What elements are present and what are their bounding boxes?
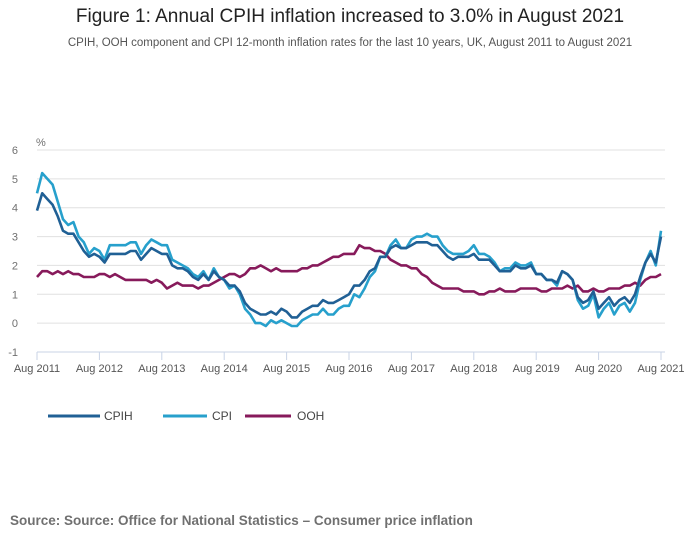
x-tick-label: Aug 2020: [575, 363, 622, 375]
legend-label: OOH: [297, 409, 324, 423]
x-tick-label: Aug 2014: [201, 363, 248, 375]
x-tick-label: Aug 2011: [14, 363, 60, 375]
x-tick-label: Aug 2016: [325, 363, 372, 375]
x-tick-label: Aug 2021: [637, 363, 684, 375]
series-line-cpi: [35, 171, 663, 328]
y-tick-label: 1: [12, 289, 18, 301]
x-tick-label: Aug 2015: [263, 363, 310, 375]
legend-item-cpih[interactable]: CPIH: [48, 409, 133, 423]
x-tick-label: Aug 2019: [513, 363, 560, 375]
legend-item-ooh[interactable]: OOH: [245, 409, 324, 423]
chart-subtitle: CPIH, OOH component and CPI 12-month inf…: [67, 37, 633, 49]
y-tick-label: 6: [12, 145, 18, 157]
y-tick-label: 5: [12, 174, 18, 186]
legend-item-cpi[interactable]: CPI: [163, 409, 232, 423]
series-line-cpih: [35, 192, 663, 319]
y-tick-label: 2: [12, 260, 18, 272]
x-tick-label: Aug 2018: [450, 363, 497, 375]
y-tick-label: -1: [8, 347, 18, 359]
source-note: Source: Source: Office for National Stat…: [10, 513, 473, 528]
y-tick-label: 0: [12, 318, 18, 330]
series-line-ooh: [36, 243, 662, 296]
x-tick-label: Aug 2012: [76, 363, 123, 375]
legend-label: CPI: [212, 409, 232, 423]
y-tick-label: 4: [12, 203, 18, 215]
legend-label: CPIH: [104, 409, 133, 423]
y-axis-unit-label: %: [36, 137, 46, 149]
chart-title: Figure 1: Annual CPIH inflation increase…: [75, 6, 625, 27]
x-tick-label: Aug 2013: [138, 363, 185, 375]
y-tick-label: 3: [12, 232, 18, 244]
x-tick-label: Aug 2017: [388, 363, 435, 375]
line-chart: % 6 5 4 3 2 1 0 -1 Aug 2011 Aug 2012 Aug 2013 Aug …: [8, 137, 684, 423]
